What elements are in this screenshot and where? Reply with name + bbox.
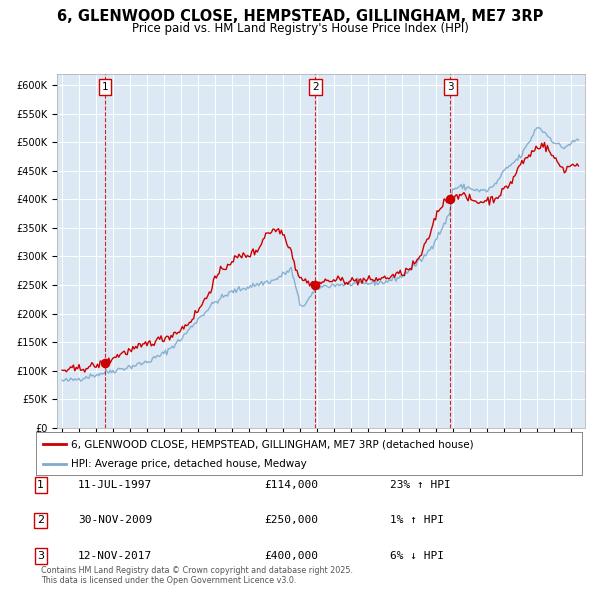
Text: 12-NOV-2017: 12-NOV-2017 [78, 551, 152, 560]
Text: £114,000: £114,000 [264, 480, 318, 490]
Text: 6% ↓ HPI: 6% ↓ HPI [390, 551, 444, 560]
Point [311, 280, 320, 290]
Text: 2: 2 [37, 516, 44, 525]
Text: 30-NOV-2009: 30-NOV-2009 [78, 516, 152, 525]
Point [100, 358, 110, 368]
Text: 6, GLENWOOD CLOSE, HEMPSTEAD, GILLINGHAM, ME7 3RP: 6, GLENWOOD CLOSE, HEMPSTEAD, GILLINGHAM… [57, 9, 543, 24]
Text: Contains HM Land Registry data © Crown copyright and database right 2025.
This d: Contains HM Land Registry data © Crown c… [41, 566, 353, 585]
Text: 3: 3 [447, 82, 454, 92]
Text: £400,000: £400,000 [264, 551, 318, 560]
Text: 23% ↑ HPI: 23% ↑ HPI [390, 480, 451, 490]
Text: 11-JUL-1997: 11-JUL-1997 [78, 480, 152, 490]
Point [446, 195, 455, 204]
Text: 1% ↑ HPI: 1% ↑ HPI [390, 516, 444, 525]
Text: 3: 3 [37, 551, 44, 560]
Text: 6, GLENWOOD CLOSE, HEMPSTEAD, GILLINGHAM, ME7 3RP (detached house): 6, GLENWOOD CLOSE, HEMPSTEAD, GILLINGHAM… [71, 440, 474, 450]
Text: 1: 1 [37, 480, 44, 490]
Text: Price paid vs. HM Land Registry's House Price Index (HPI): Price paid vs. HM Land Registry's House … [131, 22, 469, 35]
Text: £250,000: £250,000 [264, 516, 318, 525]
Text: 2: 2 [312, 82, 319, 92]
Text: 1: 1 [102, 82, 109, 92]
Text: HPI: Average price, detached house, Medway: HPI: Average price, detached house, Medw… [71, 460, 307, 469]
